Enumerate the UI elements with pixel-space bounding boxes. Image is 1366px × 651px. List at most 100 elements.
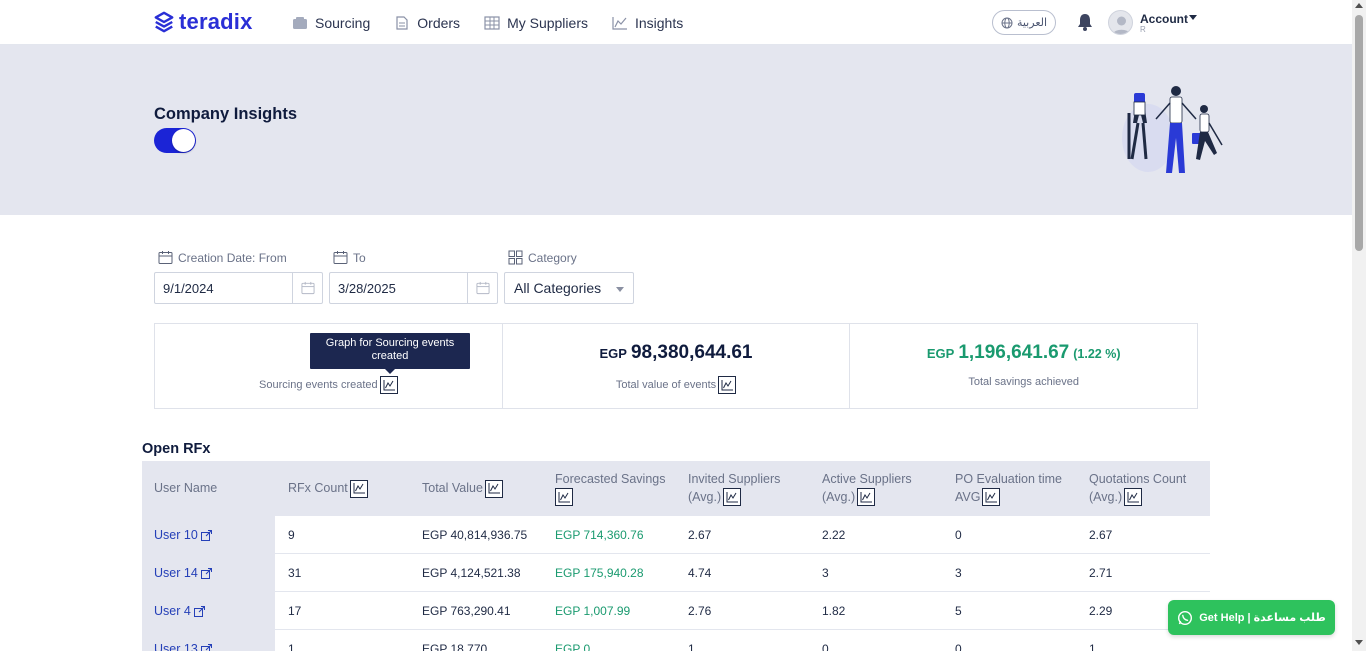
user-name: User 14: [154, 566, 198, 580]
scroll-up-arrow-icon[interactable]: [1355, 3, 1363, 8]
notification-bell-icon[interactable]: [1075, 12, 1095, 32]
total-value-cell: EGP 4,124,521.38: [422, 566, 521, 580]
category-label-text: Category: [528, 250, 577, 265]
rfx-count-graph-button[interactable]: [349, 479, 368, 498]
po-cell: 0: [955, 642, 962, 651]
table-row: User 10 9 EGP 40,814,936.75 EGP 714,360.…: [142, 516, 1210, 554]
header-invited-suppliers: Invited Suppliers (Avg.): [688, 461, 780, 516]
nav-my-suppliers[interactable]: My Suppliers: [484, 15, 588, 31]
account-menu-label[interactable]: Account: [1140, 12, 1188, 26]
nav-insights[interactable]: Insights: [612, 15, 683, 31]
category-select[interactable]: All Categories: [504, 272, 634, 304]
user-name: User 13: [154, 642, 198, 651]
header-quotations-count: Quotations Count (Avg.): [1089, 461, 1186, 516]
date-to-calendar-button[interactable]: [467, 273, 497, 303]
calendar-icon: [158, 251, 173, 264]
user-link[interactable]: User 10: [154, 528, 212, 542]
header-invited-line2: (Avg.): [688, 489, 722, 504]
account-subtitle: R: [1140, 25, 1146, 34]
total-value-graph-button[interactable]: [718, 376, 737, 394]
category-label: Category: [508, 250, 577, 265]
user-cell: [142, 630, 275, 651]
teradix-logo[interactable]: teradix: [153, 9, 253, 35]
toggle-knob: [172, 129, 195, 152]
po-cell: 5: [955, 604, 962, 618]
get-help-button[interactable]: Get Help | طلب مساعدة: [1168, 600, 1335, 635]
table-row: User 13 1 EGP 18,770 EGP 0 1 0 0 1: [142, 630, 1210, 651]
kpi-savings-value-number: 1,196,641.67: [958, 342, 1070, 363]
user-link[interactable]: User 14: [154, 566, 212, 580]
scroll-thumb[interactable]: [1355, 15, 1363, 251]
forecast-cell: EGP 714,360.76: [555, 528, 644, 542]
user-link[interactable]: User 13: [154, 642, 212, 651]
active-graph-button[interactable]: [857, 488, 876, 506]
rfx-count-cell: 1: [288, 642, 295, 651]
language-switch-button[interactable]: العربية: [992, 10, 1056, 35]
nav-orders-label: Orders: [417, 14, 461, 31]
avatar[interactable]: [1108, 10, 1133, 35]
invited-cell: 2.76: [688, 604, 712, 618]
invited-graph-button[interactable]: [723, 488, 742, 506]
nav-sourcing[interactable]: Sourcing: [292, 15, 370, 31]
suppliers-icon: [484, 15, 500, 30]
kpi-total-value-row: EGP 98,380,644.61: [503, 342, 850, 364]
top-navbar: teradix Sourcing Orders My Suppliers Ins…: [0, 0, 1352, 45]
line-chart-icon: [721, 379, 734, 390]
user-cell: [142, 554, 275, 592]
page-title: Company Insights: [154, 105, 298, 123]
user-name-cell: User 13: [154, 630, 212, 651]
user-cell: [142, 592, 275, 630]
line-chart-icon: [353, 483, 365, 494]
kpi-savings-value-row: EGP 1,196,641.67 (1.22 %): [850, 342, 1197, 364]
table-row: User 14 31 EGP 4,124,521.38 EGP 175,940.…: [142, 554, 1210, 592]
quotes-graph-button[interactable]: [1124, 488, 1143, 506]
kpi-total-savings: EGP 1,196,641.67 (1.22 %) Total savings ac…: [850, 324, 1197, 408]
user-name-cell: User 4: [154, 592, 205, 630]
kpi-total-value-number: 98,380,644.61: [630, 342, 753, 363]
date-to-value: 3/28/2025: [338, 280, 396, 296]
kpi-savings-currency: EGP: [926, 346, 955, 361]
quotes-cell: 2.71: [1089, 566, 1113, 580]
date-from-calendar-button[interactable]: [292, 273, 322, 303]
kpi-total-label: Total value of events: [615, 379, 717, 391]
active-cell: 2.22: [822, 528, 846, 542]
line-chart-icon: [558, 491, 570, 502]
invited-cell: 2.67: [688, 528, 712, 542]
scroll-down-arrow-icon[interactable]: [1355, 640, 1363, 645]
date-from-input[interactable]: 9/1/2024: [154, 272, 323, 304]
table-header: User Name RFx Count Total Value Forecast…: [142, 461, 1210, 516]
calendar-icon: [300, 281, 315, 295]
total-value-column-graph-button[interactable]: [484, 479, 503, 498]
forecast-graph-button[interactable]: [555, 488, 573, 506]
header-forecast-label: Forecasted Savings: [555, 472, 666, 486]
forecast-cell: EGP 1,007.99: [555, 604, 631, 618]
category-value: All Categories: [514, 280, 602, 296]
page-scrollbar[interactable]: [1352, 0, 1366, 651]
header-po-evaluation: PO Evaluation time AVG: [955, 461, 1062, 516]
account-chevron-down-icon[interactable]: [1189, 15, 1197, 20]
active-cell: 0: [822, 642, 829, 651]
insights-toggle[interactable]: [154, 128, 196, 153]
header-forecasted-savings: Forecasted Savings: [555, 461, 665, 516]
nav-orders[interactable]: Orders: [394, 15, 460, 31]
date-to-input[interactable]: 3/28/2025: [329, 272, 498, 304]
line-chart-icon: [726, 491, 739, 502]
po-graph-button[interactable]: [982, 488, 1001, 506]
total-value-cell: EGP 763,290.41: [422, 604, 511, 618]
header-user-label: User Name: [154, 481, 218, 495]
kpi-savings-label: Total savings achieved: [968, 376, 1080, 388]
date-from-value: 9/1/2024: [163, 280, 214, 296]
user-link[interactable]: User 4: [154, 604, 205, 618]
quotes-cell: 1: [1089, 642, 1096, 651]
date-to-label: To: [333, 250, 366, 265]
kpi-events-label: Sourcing events created: [259, 379, 378, 391]
calendar-icon: [333, 251, 348, 264]
forecast-cell: EGP 175,940.28: [555, 566, 644, 580]
user-name-cell: User 14: [154, 554, 212, 592]
header-active-line2: (Avg.): [822, 489, 856, 504]
line-chart-icon: [1127, 491, 1140, 502]
header-po-line2: AVG: [955, 489, 981, 504]
header-total-label: Total Value: [422, 481, 483, 495]
total-value-cell: EGP 40,814,936.75: [422, 528, 528, 542]
events-graph-button[interactable]: [379, 376, 398, 394]
